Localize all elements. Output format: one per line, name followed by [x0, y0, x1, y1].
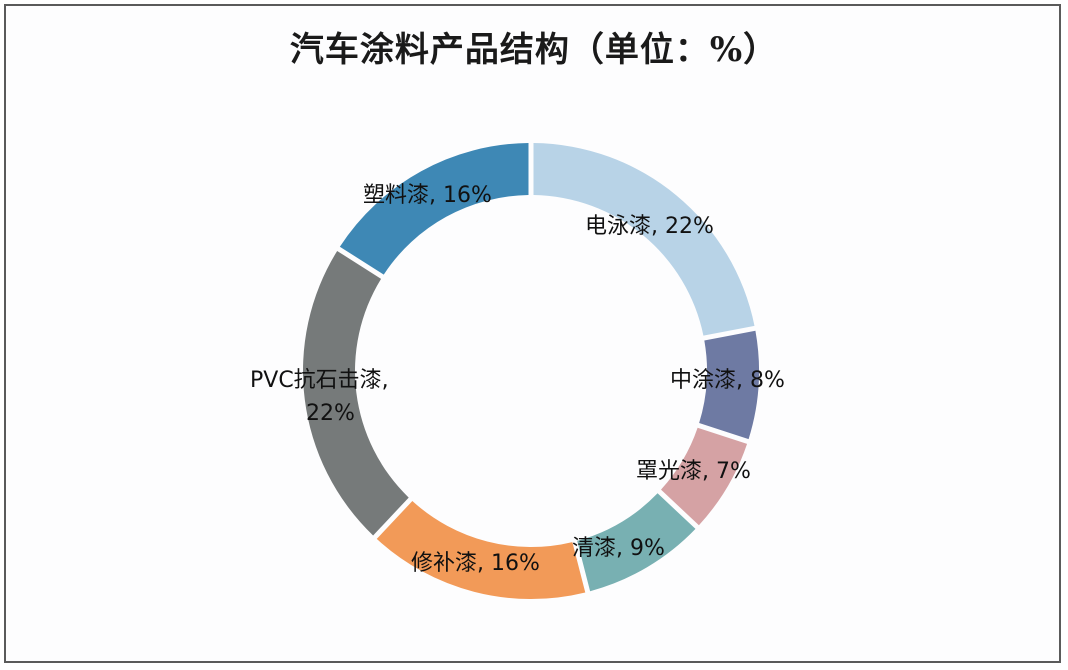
label-refinish: 修补漆, 16% [411, 551, 540, 576]
donut-slices [303, 143, 759, 599]
label-clearcoat: 清漆, 9% [572, 536, 665, 561]
label-primer-surfacer: 中涂漆, 8% [670, 368, 785, 393]
slice-3 [577, 493, 696, 592]
slice-5 [303, 250, 409, 536]
slice-6 [339, 143, 529, 275]
label-electrocoat: 电泳漆, 22% [585, 214, 714, 239]
slice-1 [699, 330, 759, 440]
chart-title: 汽车涂料产品结构（单位：%） [289, 30, 779, 70]
label-plastic: 塑料漆, 16% [363, 183, 492, 208]
label-pvc-antichip-line2: 22% [306, 401, 355, 426]
data-labels: 电泳漆, 22% 中涂漆, 8% 罩光漆, 7% 清漆, 9% 修补漆, 16%… [250, 183, 785, 576]
slice-4 [376, 500, 586, 599]
label-pvc-antichip-line1: PVC抗石击漆, [250, 368, 389, 393]
slice-2 [660, 427, 748, 526]
label-topcoat: 罩光漆, 7% [636, 459, 751, 484]
slice-0 [533, 143, 755, 336]
